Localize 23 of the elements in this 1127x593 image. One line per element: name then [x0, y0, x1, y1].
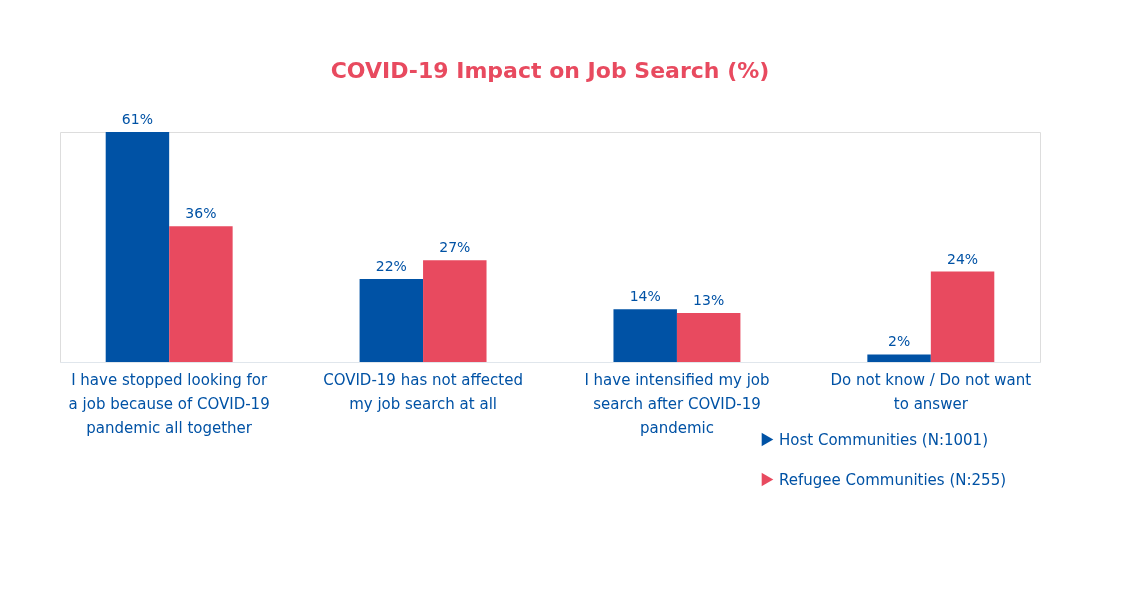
x-tick-label: Do not know / Do not want to answer [830, 370, 1032, 413]
bar [359, 279, 424, 362]
bar [676, 312, 741, 362]
bar [930, 271, 995, 362]
data-label: 61% [121, 111, 153, 127]
chart-title: COVID-19 Impact on Job Search (%) [330, 58, 770, 83]
bar [423, 260, 487, 362]
bar [169, 226, 233, 362]
x-tick-label: I have intensified my job search after COVID-19 pandemic [584, 370, 770, 437]
x-tick-label: I have stopped looking for a job because of COVID-19 pandemic all together [68, 370, 270, 437]
data-label: 2% [887, 333, 911, 350]
legend-label: Refugee Communities (N:255) [779, 470, 1007, 489]
bar [867, 354, 931, 362]
bar [105, 132, 170, 362]
data-label: 24% [947, 250, 979, 267]
data-label: 22% [375, 258, 407, 275]
x-tick-label: COVID-19 has not affected my job search at all [323, 370, 523, 413]
data-label: 36% [185, 205, 217, 222]
data-label: 27% [439, 239, 471, 256]
bar [613, 309, 677, 362]
legend-label: Host Communities (N:1001) [779, 430, 988, 449]
data-label: 13% [693, 291, 725, 308]
data-label: 14% [629, 288, 661, 305]
